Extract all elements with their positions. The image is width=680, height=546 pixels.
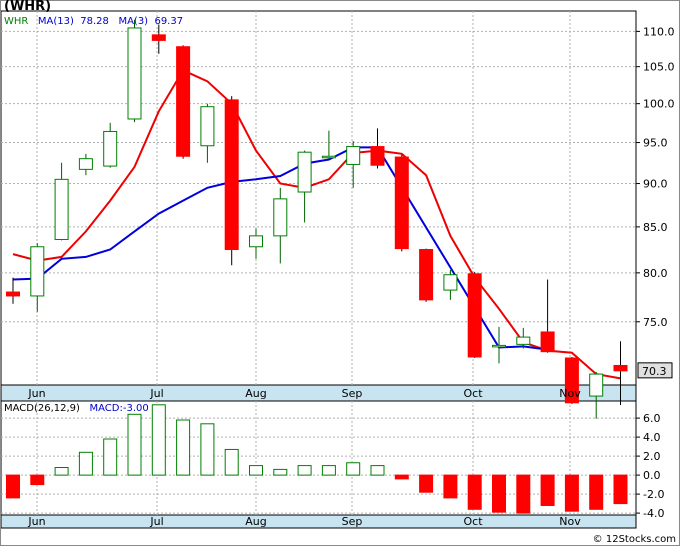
macd-bar-positive bbox=[370, 465, 385, 476]
candle-up bbox=[127, 27, 142, 120]
macd-bar-positive bbox=[78, 451, 93, 476]
candle-down bbox=[467, 273, 482, 358]
macd-x-tick-label: Sep bbox=[342, 515, 363, 528]
candle-down bbox=[540, 331, 555, 353]
candle-up bbox=[78, 158, 93, 170]
macd-bar-positive bbox=[224, 448, 239, 476]
candle-up bbox=[492, 344, 506, 348]
candle-up bbox=[30, 246, 45, 297]
macd-bar-negative bbox=[443, 474, 458, 499]
candle-up bbox=[443, 274, 458, 291]
price-panel bbox=[0, 10, 637, 386]
price-x-tick-label: Jul bbox=[149, 387, 163, 400]
macd-x-tick-label: Oct bbox=[463, 515, 483, 528]
macd-label: MACD(26,12,9) bbox=[4, 403, 80, 414]
candle-up bbox=[273, 198, 288, 237]
macd-bar-negative bbox=[6, 474, 20, 499]
macd-bar-positive bbox=[273, 468, 288, 476]
macd-bar-negative bbox=[419, 474, 434, 493]
price-y-tick-label: 95.0 bbox=[643, 137, 668, 150]
price-y-tick-label: 100.0 bbox=[643, 98, 675, 111]
price-y-tick-label: 105.0 bbox=[643, 61, 675, 74]
candle-down bbox=[419, 249, 434, 301]
macd-bar-negative bbox=[613, 474, 628, 505]
macd-bar-positive bbox=[297, 465, 312, 476]
price-x-tick-label: Oct bbox=[463, 387, 483, 400]
macd-x-tick-label: Jun bbox=[27, 515, 45, 528]
candle-down bbox=[224, 99, 239, 251]
macd-y-tick-label: 4.0 bbox=[643, 431, 661, 444]
macd-y-tick-label: 6.0 bbox=[643, 412, 661, 425]
macd-bar-positive bbox=[200, 423, 215, 476]
macd-bar-negative bbox=[564, 474, 579, 512]
candle-up bbox=[346, 146, 361, 165]
candle-down bbox=[394, 156, 409, 250]
price-x-tick-label: Sep bbox=[342, 387, 363, 400]
macd-x-tick-label: Aug bbox=[245, 515, 266, 528]
price-x-tick-label: Nov bbox=[559, 387, 581, 400]
credit-text: © 12Stocks.com bbox=[592, 534, 676, 545]
legend-symbol: WHR bbox=[4, 16, 29, 27]
price-x-tick-label: Jun bbox=[27, 387, 45, 400]
last-price-label: 70.3 bbox=[642, 365, 667, 378]
macd-bar-positive bbox=[127, 413, 142, 476]
candle-down bbox=[151, 34, 166, 41]
price-legend: WHR MA(13) 78.28 MA(3) 69.37 bbox=[4, 16, 183, 28]
macd-bar-positive bbox=[249, 465, 263, 476]
price-y-tick-label: 90.0 bbox=[643, 178, 668, 191]
price-y-tick-label: 110.0 bbox=[643, 25, 675, 38]
macd-y-tick-label: 2.0 bbox=[643, 450, 661, 463]
candle-up bbox=[249, 235, 263, 248]
candle-up bbox=[54, 178, 69, 240]
candle-up bbox=[297, 151, 312, 193]
macd-bar-positive bbox=[103, 438, 118, 476]
legend-ma13-value: 78.28 bbox=[80, 16, 109, 27]
macd-x-tick-label: Jul bbox=[149, 515, 163, 528]
macd-bar-positive bbox=[176, 419, 191, 476]
candle-up bbox=[103, 130, 118, 167]
candle-down bbox=[613, 364, 628, 372]
macd-bar-negative bbox=[589, 474, 604, 510]
ticker-title: (WHR) bbox=[4, 0, 52, 14]
macd-legend: MACD(26,12,9) MACD:-3.00 bbox=[4, 403, 149, 415]
candle-down bbox=[6, 291, 20, 297]
macd-date-band bbox=[0, 514, 637, 529]
candle-up bbox=[321, 155, 336, 159]
candle-up bbox=[516, 336, 531, 345]
macd-y-tick-label: -2.0 bbox=[643, 488, 664, 501]
macd-value: MACD:-3.00 bbox=[89, 403, 149, 414]
macd-bar-negative bbox=[492, 474, 506, 513]
price-y-tick-label: 75.0 bbox=[643, 316, 668, 329]
price-y-tick-label: 80.0 bbox=[643, 267, 668, 280]
price-date-band bbox=[0, 384, 637, 402]
candle-up bbox=[589, 373, 604, 397]
price-x-tick-label: Aug bbox=[245, 387, 266, 400]
legend-ma3-label: MA(3) bbox=[118, 16, 149, 27]
macd-bar-negative bbox=[467, 474, 482, 510]
candle-down bbox=[564, 357, 579, 404]
legend-ma3-value: 69.37 bbox=[154, 16, 184, 27]
macd-bar-negative bbox=[394, 474, 409, 480]
macd-x-tick-label: Nov bbox=[559, 515, 581, 528]
macd-bar-positive bbox=[151, 404, 166, 476]
last-price-tag bbox=[637, 362, 673, 379]
macd-bar-positive bbox=[346, 462, 361, 476]
macd-bar-positive bbox=[321, 465, 336, 476]
candle-up bbox=[200, 106, 215, 147]
macd-bar-negative bbox=[540, 474, 555, 507]
candle-down bbox=[370, 146, 385, 166]
candle-down bbox=[176, 46, 191, 157]
legend-ma13-label: MA(13) bbox=[37, 16, 74, 27]
price-y-tick-label: 85.0 bbox=[643, 221, 668, 234]
macd-bar-negative bbox=[516, 474, 531, 514]
macd-y-tick-label: -4.0 bbox=[643, 507, 664, 520]
macd-y-tick-label: 0.0 bbox=[643, 469, 661, 482]
macd-bar-negative bbox=[30, 474, 45, 486]
macd-bar-positive bbox=[54, 467, 69, 476]
